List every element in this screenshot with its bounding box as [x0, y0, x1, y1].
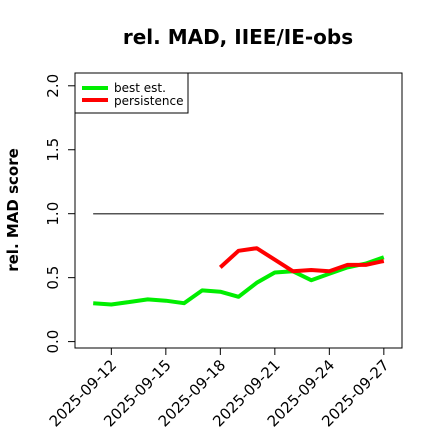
y-axis-label: rel. MAD score [4, 148, 22, 272]
chart-title: rel. MAD, IIEE/IE-obs [123, 25, 353, 49]
y-tick-label-0: 0.0 [44, 330, 62, 354]
legend-box [74, 72, 189, 114]
y-tick-label-4: 2.0 [44, 74, 62, 98]
y-tick-label-2: 1.0 [44, 202, 62, 226]
legend-label-persistence: persistence [114, 94, 183, 108]
y-axis: 0.0 0.5 1.0 1.5 2.0 [44, 74, 75, 354]
legend: best est. persistence [74, 72, 189, 114]
y-tick-label-1: 0.5 [44, 266, 62, 290]
y-tick-label-3: 1.5 [44, 138, 62, 162]
series-line-persistence [218, 246, 385, 274]
plot-frame [74, 72, 403, 349]
series-line-best-est [93, 255, 385, 307]
legend-label-best-est: best est. [114, 81, 166, 95]
series-group [93, 246, 385, 307]
x-axis: 2025-09-122025-09-152025-09-182025-09-21… [46, 348, 393, 430]
